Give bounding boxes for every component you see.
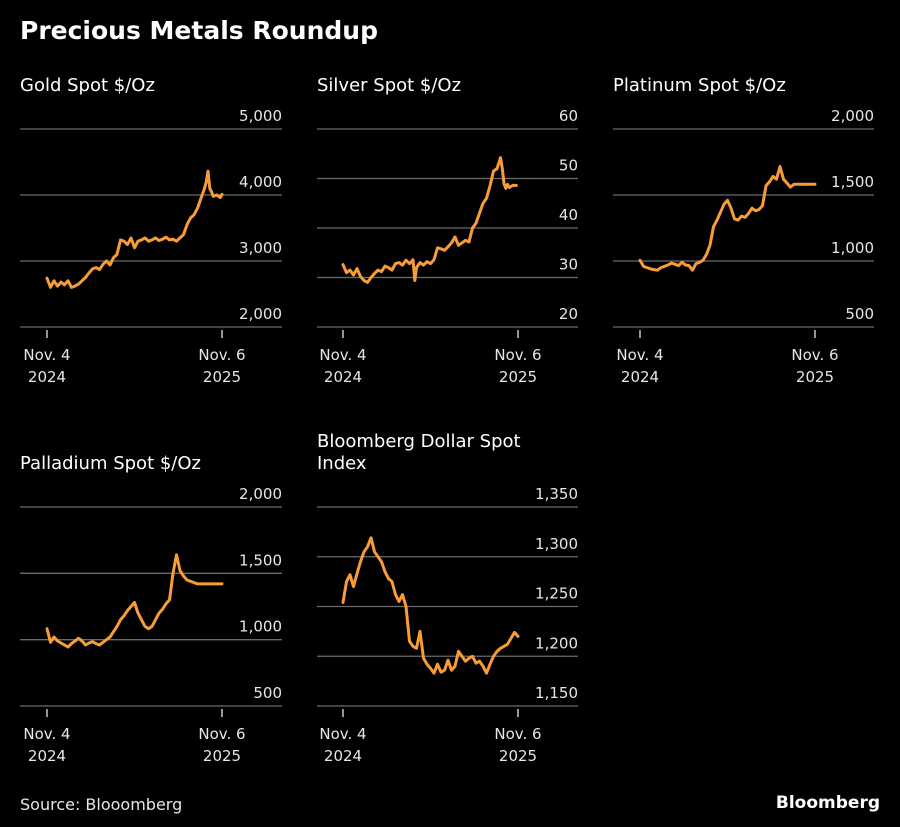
palladium-series-line — [45, 553, 224, 649]
y-tick-label: 60 — [559, 107, 578, 125]
gold-series-line — [45, 169, 224, 289]
x-tick-label: 2024 — [28, 747, 66, 765]
x-tick-label: 2025 — [796, 368, 834, 386]
x-tick-label: Nov. 4 — [23, 346, 70, 364]
y-tick-label: 500 — [253, 684, 282, 702]
x-tick-label: 2024 — [324, 747, 362, 765]
x-tick-label: Nov. 6 — [494, 346, 541, 364]
platinum-series-line — [638, 165, 817, 272]
y-tick-label: 500 — [845, 305, 874, 323]
x-tick-label: 2024 — [324, 368, 362, 386]
silver-chart: 60 50 40 30 20 Nov. 4 2024 Nov. 6 2025 — [317, 0, 578, 386]
x-tick-label: Nov. 4 — [23, 725, 70, 743]
x-tick-label: 2025 — [203, 747, 241, 765]
x-tick-label: Nov. 6 — [198, 725, 245, 743]
dollar-index-chart: 1,350 1,300 1,250 1,200 1,150 Nov. 4 2024 Nov. … — [317, 485, 578, 765]
y-tick-label: 1,500 — [239, 551, 282, 569]
y-tick-label: 2,000 — [239, 305, 282, 323]
palladium-chart: 2,000 1,500 1,000 500 Nov. 4 2024 Nov. 6 2025 — [20, 485, 282, 765]
y-tick-label: 5,000 — [239, 107, 282, 125]
source-note: Source: Blooomberg — [20, 795, 183, 814]
gold-chart-title: Gold Spot $/Oz — [20, 75, 155, 96]
x-tick-label: 2024 — [28, 368, 66, 386]
x-tick-label: 2025 — [499, 747, 537, 765]
y-tick-label: 1,150 — [535, 684, 578, 702]
x-tick-label: Nov. 6 — [198, 346, 245, 364]
dollar-index-series-line — [341, 536, 520, 675]
x-tick-label: 2025 — [499, 368, 537, 386]
y-tick-label: 2,000 — [239, 485, 282, 503]
y-tick-label: 1,200 — [535, 634, 578, 652]
y-tick-label: 30 — [559, 256, 578, 274]
x-tick-label: Nov. 4 — [616, 346, 663, 364]
y-tick-label: 1,000 — [831, 239, 874, 257]
x-tick-label: 2025 — [203, 368, 241, 386]
x-tick-label: Nov. 6 — [494, 725, 541, 743]
page-title: Precious Metals Roundup — [20, 16, 378, 45]
x-tick-label: Nov. 4 — [319, 346, 366, 364]
x-tick-label: Nov. 6 — [791, 346, 838, 364]
dollar-index-chart-title: Bloomberg Dollar Spot Index — [317, 431, 521, 474]
platinum-chart: 2,000 1,500 1,000 500 Nov. 4 2024 Nov. 6 2025 — [613, 107, 874, 386]
y-tick-label: 50 — [559, 157, 578, 175]
y-tick-label: 4,000 — [239, 173, 282, 191]
y-tick-label: 1,250 — [535, 585, 578, 603]
gold-chart: 5,000 4,000 3,000 2,000 Nov. 4 2024 Nov. 6 2025 — [20, 107, 282, 386]
x-tick-label: Nov. 4 — [319, 725, 366, 743]
y-tick-label: 40 — [559, 206, 578, 224]
y-tick-label: 1,000 — [239, 618, 282, 636]
silver-chart-title: Silver Spot $/Oz — [317, 75, 462, 96]
platinum-chart-title: Platinum Spot $/Oz — [613, 75, 786, 96]
x-tick-label: 2024 — [621, 368, 659, 386]
y-tick-label: 1,300 — [535, 535, 578, 553]
palladium-chart-title: Palladium Spot $/Oz — [20, 453, 201, 474]
y-tick-label: 3,000 — [239, 239, 282, 257]
y-tick-label: 2,000 — [831, 107, 874, 125]
y-tick-label: 1,500 — [831, 173, 874, 191]
y-tick-label: 20 — [559, 305, 578, 323]
bloomberg-logo: Bloomberg — [775, 793, 880, 813]
silver-series-line — [341, 156, 518, 284]
y-tick-label: 1,350 — [535, 485, 578, 503]
